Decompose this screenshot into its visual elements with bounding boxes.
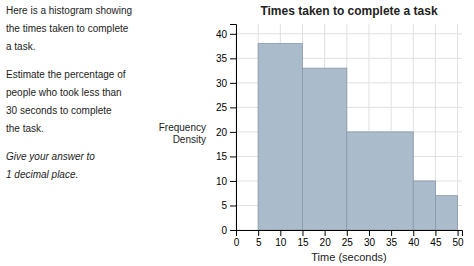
annotations: Here is a histogram showing the times tak… — [6, 5, 132, 180]
y-axis-label-line: Density — [173, 134, 206, 145]
bar — [435, 196, 457, 230]
x-tick-label: 20 — [320, 237, 332, 248]
x-tick: 0 — [234, 230, 240, 248]
annotation: Estimate the percentage of — [6, 69, 126, 80]
y-axis-line — [230, 25, 237, 231]
x-tick: 15 — [297, 230, 309, 248]
y-tick-label: 10 — [216, 176, 228, 187]
y-tick-mark — [230, 132, 236, 133]
y-tick-mark — [230, 156, 236, 157]
x-tick-mark — [435, 230, 436, 236]
y-axis-label: FrequencyDensity — [159, 122, 206, 145]
y-tick-label: 0 — [221, 225, 227, 236]
x-axis-label: Time (seconds) — [311, 251, 386, 263]
y-tick: 30 — [216, 78, 236, 89]
x-tick: 25 — [342, 230, 354, 248]
x-tick-label: 30 — [364, 237, 376, 248]
y-tick-mark — [230, 181, 236, 182]
y-tick-mark — [230, 83, 236, 84]
x-tick-label: 5 — [256, 237, 262, 248]
x-tick-mark — [302, 230, 303, 236]
y-tick-label: 30 — [216, 78, 228, 89]
x-tick: 35 — [386, 230, 398, 248]
plot: 0 5 10 15 20 25 30 35 40 45 50 0 5 10 15 20 25 30 35 40 — [216, 24, 464, 248]
y-tick: 25 — [216, 102, 236, 113]
y-tick-mark — [230, 230, 236, 231]
x-tick: 5 — [256, 230, 262, 248]
y-tick-label: 25 — [216, 102, 228, 113]
y-tick-mark — [230, 205, 236, 206]
y-tick-label: 15 — [216, 151, 228, 162]
y-tick-mark — [230, 34, 236, 35]
y-tick: 10 — [216, 176, 236, 187]
bars — [258, 44, 457, 230]
annotation: the task. — [6, 123, 44, 134]
y-tick-mark — [230, 107, 236, 108]
x-tick-mark — [258, 230, 259, 236]
y-tick: 20 — [216, 127, 236, 138]
x-tick-label: 10 — [275, 237, 287, 248]
y-tick-mark — [230, 58, 236, 59]
x-tick-label: 45 — [430, 237, 442, 248]
x-tick: 30 — [364, 230, 376, 248]
x-axis: 0 5 10 15 20 25 30 35 40 45 50 — [234, 230, 464, 248]
x-tick-mark — [347, 230, 348, 236]
chart: 0 5 10 15 20 25 30 35 40 45 50 0 5 10 15 20 25 30 35 40 Time… — [0, 0, 474, 266]
x-tick: 50 — [453, 230, 465, 248]
y-tick: 40 — [216, 29, 236, 40]
x-tick-mark — [413, 230, 414, 236]
y-tick: 0 — [221, 225, 236, 236]
y-tick-label: 35 — [216, 53, 228, 64]
x-tick: 10 — [275, 230, 287, 248]
x-tick-mark — [369, 230, 370, 236]
y-tick-label: 5 — [221, 200, 227, 211]
y-tick: 15 — [216, 151, 236, 162]
title: Times taken to complete a task — [260, 4, 438, 18]
annotation: a task. — [6, 41, 35, 52]
bar — [258, 44, 302, 230]
x-tick-label: 50 — [453, 237, 465, 248]
bar — [413, 181, 435, 230]
x-tick: 20 — [320, 230, 332, 248]
x-tick-mark — [325, 230, 326, 236]
annotation: 1 decimal place. — [6, 169, 78, 180]
y-tick-label: 20 — [216, 127, 228, 138]
x-tick-label: 15 — [297, 237, 309, 248]
x-tick-label: 35 — [386, 237, 398, 248]
x-tick: 40 — [408, 230, 420, 248]
bar — [302, 68, 346, 230]
x-tick: 45 — [430, 230, 442, 248]
annotation: Here is a histogram showing — [6, 5, 132, 16]
x-tick-mark — [458, 230, 459, 236]
x-tick-label: 40 — [408, 237, 420, 248]
x-axis-line — [237, 231, 463, 237]
annotation: Give your answer to — [6, 151, 95, 162]
x-tick-mark — [280, 230, 281, 236]
y-tick: 35 — [216, 53, 236, 64]
y-axis: 0 5 10 15 20 25 30 35 40 — [216, 25, 237, 236]
annotation: the times taken to complete — [6, 23, 129, 34]
bar — [347, 132, 413, 230]
x-tick-label: 0 — [234, 237, 240, 248]
x-tick-mark — [391, 230, 392, 236]
y-tick-label: 40 — [216, 29, 228, 40]
x-tick-label: 25 — [342, 237, 354, 248]
y-axis-label-line: Frequency — [159, 122, 206, 133]
annotation: 30 seconds to complete — [6, 105, 112, 116]
grid-line-y — [236, 33, 462, 34]
y-tick: 5 — [221, 200, 236, 211]
annotation: people who took less than — [6, 87, 122, 98]
grid — [236, 24, 462, 230]
